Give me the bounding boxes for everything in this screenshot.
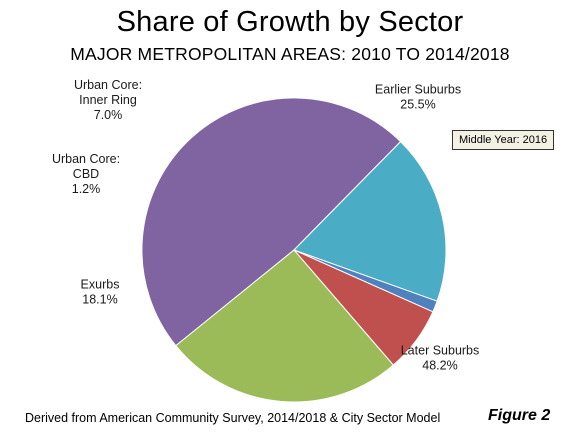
pie-slice [141,97,402,347]
slice-label: Earlier Suburbs 25.5% [375,83,461,112]
slice-value-label: 1.2% [72,182,101,196]
slice-label: Urban Core: Inner Ring 7.0% [74,78,142,122]
figure-number: Figure 2 [488,407,551,424]
slice-value-label: 25.5% [400,98,435,112]
source-note: Derived from American Community Survey, … [25,411,441,425]
pie-labels: Later Suburbs 48.2% Exurbs 18.1% Urban Core:… [52,78,479,373]
slice-label: Urban Core: CBD 1.2% [52,152,120,196]
slice-value-label: 18.1% [82,293,117,307]
slice-value-label: 7.0% [94,108,123,122]
slice-label: Exurbs 18.1% [81,278,120,307]
slice-name-label: Later Suburbs [401,344,480,358]
slice-name-label: Urban Core: [52,152,120,166]
slice-value-label: 48.2% [422,359,457,373]
slice-name-label: Exurbs [81,278,120,292]
chart-subtitle: MAJOR METROPOLITAN AREAS: 2010 TO 2014/2… [70,44,510,64]
middle-year-annotation: Middle Year: 2016 [452,130,555,150]
slice-name-label: Inner Ring [79,93,137,107]
slice-name-label: Urban Core: [74,78,142,92]
slice-name-label: CBD [73,167,99,181]
slice-label: Later Suburbs 48.2% [401,344,480,373]
chart-title: Share of Growth by Sector [116,6,464,38]
slice-name-label: Earlier Suburbs [375,83,461,97]
pie-slice [175,249,395,403]
pie-slices [141,97,447,403]
pie-slice [293,140,447,302]
